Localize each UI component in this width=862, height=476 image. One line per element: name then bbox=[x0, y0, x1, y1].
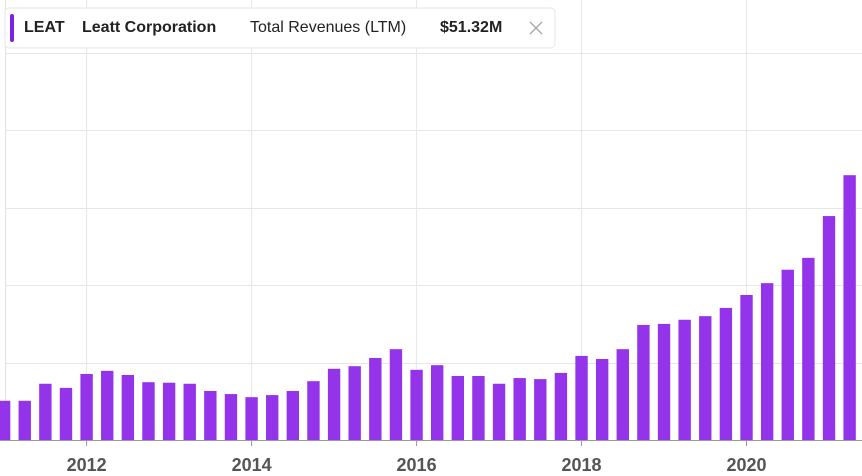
bar bbox=[286, 390, 300, 440]
bar bbox=[760, 283, 774, 440]
bar bbox=[327, 368, 341, 440]
legend-value: $51.32M bbox=[440, 19, 502, 36]
x-tick-label: 2020 bbox=[726, 455, 766, 475]
bar bbox=[183, 383, 196, 440]
bar bbox=[121, 374, 135, 440]
bar bbox=[781, 269, 794, 440]
bar bbox=[575, 355, 588, 440]
bar bbox=[204, 390, 217, 440]
bar bbox=[534, 379, 547, 440]
bar bbox=[719, 307, 733, 440]
x-tick-label: 2014 bbox=[232, 455, 272, 475]
bar bbox=[595, 358, 609, 440]
bar bbox=[266, 395, 279, 440]
bar bbox=[451, 376, 464, 440]
bar bbox=[142, 382, 155, 440]
bar bbox=[410, 369, 423, 440]
bar bbox=[616, 349, 629, 440]
bar bbox=[678, 319, 691, 440]
bar bbox=[843, 175, 856, 441]
bar bbox=[699, 316, 712, 440]
bar bbox=[369, 357, 382, 440]
x-tick-label: 2012 bbox=[67, 455, 107, 475]
bar bbox=[245, 397, 258, 440]
bar bbox=[472, 376, 485, 440]
bar bbox=[307, 381, 320, 440]
bar bbox=[492, 383, 506, 440]
x-tick-label: 2018 bbox=[562, 455, 602, 475]
bar bbox=[348, 366, 361, 440]
x-tick-label: 2016 bbox=[397, 455, 437, 475]
bar bbox=[431, 365, 444, 440]
bar bbox=[389, 349, 403, 440]
legend-name: Leatt Corporation bbox=[82, 19, 216, 36]
legend-swatch bbox=[10, 14, 14, 42]
legend-ticker: LEAT bbox=[24, 19, 65, 36]
bar bbox=[740, 295, 753, 440]
bar bbox=[822, 216, 836, 440]
bar bbox=[0, 400, 11, 440]
legend-metric: Total Revenues (LTM) bbox=[250, 19, 406, 36]
bar bbox=[513, 378, 526, 440]
bar bbox=[162, 382, 176, 440]
legend-box bbox=[4, 7, 556, 49]
bar bbox=[554, 372, 568, 440]
bar bbox=[224, 394, 238, 440]
bar bbox=[657, 323, 671, 440]
legend: LEAT Leatt Corporation Total Revenues (L… bbox=[4, 7, 556, 49]
bar bbox=[59, 387, 73, 440]
bar bbox=[80, 373, 93, 440]
bar bbox=[39, 383, 52, 440]
bar bbox=[802, 257, 815, 440]
bar bbox=[101, 370, 114, 440]
bar bbox=[637, 324, 650, 440]
close-button[interactable] bbox=[529, 21, 543, 35]
bar bbox=[18, 400, 31, 440]
